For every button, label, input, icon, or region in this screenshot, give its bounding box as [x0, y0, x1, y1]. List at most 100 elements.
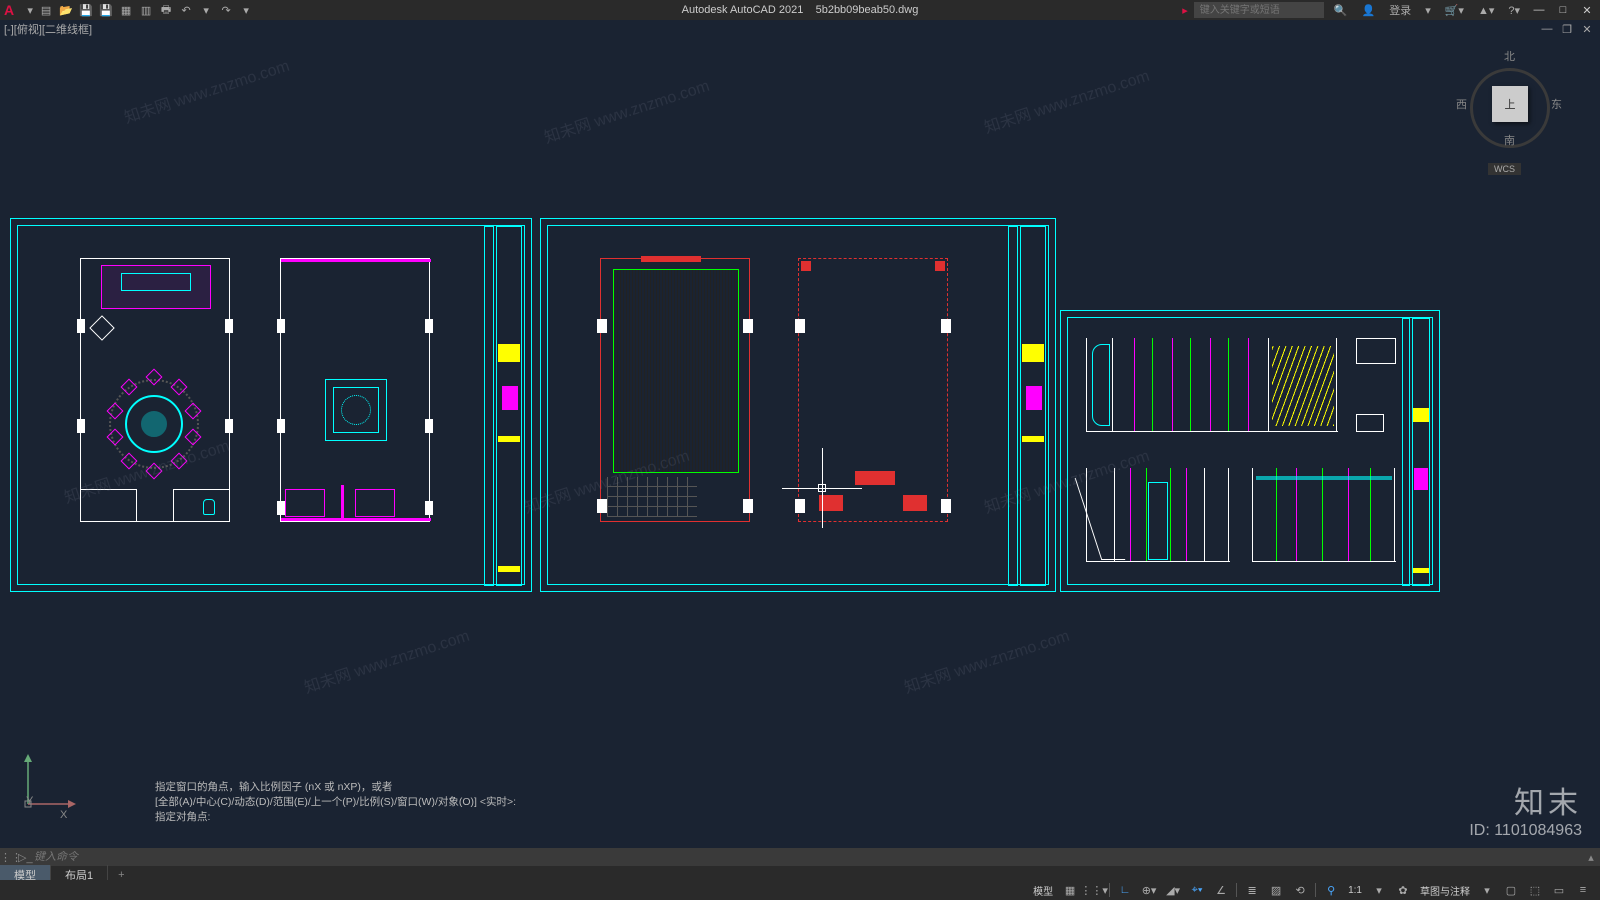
sb-scale[interactable]: 1:1 — [1344, 885, 1366, 896]
watermark-diag: 知未网 www.znzmo.com — [901, 622, 1072, 698]
minimize-icon[interactable]: — — [1530, 4, 1548, 16]
qat-dropdown[interactable]: ▾ — [22, 2, 38, 18]
gear-icon[interactable]: ✿ — [1392, 882, 1414, 898]
watermark-diag: 知未网 www.znzmo.com — [301, 622, 472, 698]
doc-restore-icon[interactable]: ❐ — [1558, 23, 1576, 36]
save-icon[interactable]: 💾 — [78, 2, 94, 18]
search-input[interactable] — [1194, 2, 1324, 18]
pillar — [597, 499, 607, 513]
otrack-icon[interactable]: ∠ — [1210, 882, 1232, 898]
floor-hatch — [613, 269, 739, 473]
bathroom — [81, 489, 137, 521]
pillar — [277, 319, 285, 333]
tb-stamp — [1026, 386, 1042, 410]
ortho-icon[interactable]: ∟ — [1114, 882, 1136, 898]
grid-icon[interactable]: ▦ — [1059, 882, 1081, 898]
unit — [355, 489, 395, 517]
saveas-icon[interactable]: 💾 — [98, 2, 114, 18]
command-line: ⋮⋮ ▷_ ▴ — [0, 848, 1600, 866]
undo-drop-icon[interactable]: ▾ — [198, 2, 214, 18]
elevation-b — [1086, 468, 1230, 562]
isodraft-icon[interactable]: ◢▾ — [1162, 882, 1184, 898]
transparency-icon[interactable]: ▨ — [1265, 882, 1287, 898]
plan4-room — [798, 258, 948, 522]
annoscale-icon[interactable]: ⚲ — [1320, 882, 1342, 898]
legend-box — [1356, 414, 1384, 432]
viewport-label[interactable]: [-][俯视][二维线框] — [4, 21, 92, 37]
pillar — [277, 419, 285, 433]
watermark-id: ID: 1101084963 — [1469, 822, 1582, 840]
sheet-2-frame — [547, 225, 1049, 585]
redo-icon[interactable]: ↷ — [218, 2, 234, 18]
pillar — [77, 419, 85, 433]
lineweight-icon[interactable]: ≣ — [1241, 882, 1263, 898]
viewcube-east[interactable]: 东 — [1551, 96, 1562, 112]
quick-access-toolbar: ▤ 📂 💾 💾 ▦ ▥ 🖶 ↶ ▾ ↷ ▾ — [38, 2, 254, 18]
pillar — [743, 499, 753, 513]
pillar — [425, 419, 433, 433]
scale-drop-icon[interactable]: ▾ — [1368, 882, 1390, 898]
login-dropdown-icon[interactable]: ▾ — [1421, 4, 1435, 17]
title-bar: A ▾ ▤ 📂 💾 💾 ▦ ▥ 🖶 ↶ ▾ ↷ ▾ Autodesk AutoC… — [0, 0, 1600, 20]
open-icon[interactable]: 📂 — [58, 2, 74, 18]
tb-label — [1022, 436, 1044, 442]
cmd-prompt-icon: ▷_ — [18, 851, 34, 864]
tb-label — [1413, 568, 1429, 573]
new-icon[interactable]: ▤ — [38, 2, 54, 18]
monitor-icon[interactable]: ▢ — [1500, 882, 1522, 898]
elevation-a — [1086, 338, 1338, 432]
viewcube[interactable]: 北 上 西 东 南 WCS — [1460, 48, 1560, 168]
ceiling-medallion — [341, 395, 371, 425]
app-logo: A — [4, 2, 14, 18]
customize-icon[interactable]: ≡ — [1572, 882, 1594, 898]
viewcube-south[interactable]: 南 — [1504, 132, 1515, 148]
toilet — [203, 499, 215, 515]
viewport-control-row: [-][俯视][二维线框] — ❐ ✕ — [0, 20, 1600, 38]
doc-minimize-icon[interactable]: — — [1538, 23, 1556, 36]
polar-icon[interactable]: ⊕▾ — [1138, 882, 1160, 898]
ucs-icon[interactable]: Y X — [20, 752, 80, 815]
hw-icon[interactable]: ⬚ — [1524, 882, 1546, 898]
maximize-icon[interactable]: □ — [1554, 4, 1572, 16]
grid-drop-icon[interactable]: ⋮⋮▾ — [1083, 882, 1105, 898]
drawing-canvas[interactable]: 北 上 西 东 南 WCS — [0, 38, 1600, 825]
help-icon[interactable]: ?▾ — [1504, 4, 1524, 17]
redo-drop-icon[interactable]: ▾ — [238, 2, 254, 18]
app-menu-icon[interactable]: ▲▾ — [1474, 4, 1498, 17]
user-icon[interactable]: 👤 — [1357, 4, 1379, 17]
undo-icon[interactable]: ↶ — [178, 2, 194, 18]
sb-model[interactable]: 模型 — [1029, 883, 1057, 898]
cycling-icon[interactable]: ⟲ — [1289, 882, 1311, 898]
side-table — [89, 315, 114, 340]
clean-icon[interactable]: ▭ — [1548, 882, 1570, 898]
ws-drop-icon[interactable]: ▾ — [1476, 882, 1498, 898]
viewcube-wcs[interactable]: WCS — [1488, 163, 1521, 175]
doc-close-icon[interactable]: ✕ — [1578, 23, 1596, 36]
legend-box — [1356, 338, 1396, 364]
search-icon[interactable]: 🔍 — [1330, 4, 1352, 17]
sb-workspace[interactable]: 草图与注释 — [1416, 883, 1474, 898]
osnap-icon[interactable]: ⌖▾ — [1186, 882, 1208, 898]
command-input[interactable] — [34, 851, 1582, 863]
print-icon[interactable]: 🖶 — [158, 2, 174, 18]
plot-icon[interactable]: ▥ — [138, 2, 154, 18]
pillar — [795, 499, 805, 513]
cart-icon[interactable]: 🛒▾ — [1441, 4, 1468, 17]
cmd-menu-icon[interactable]: ▴ — [1582, 851, 1600, 864]
title-text: Autodesk AutoCAD 2021 5b2bb09beab50.dwg — [682, 4, 919, 16]
web-icon[interactable]: ▦ — [118, 2, 134, 18]
duct — [903, 495, 927, 511]
tb-label — [498, 344, 520, 362]
status-bar: 模型 ▦ ⋮⋮▾ ∟ ⊕▾ ◢▾ ⌖▾ ∠ ≣ ▨ ⟲ ⚲ 1:1 ▾ ✿ 草图… — [0, 880, 1600, 900]
viewcube-west[interactable]: 西 — [1456, 96, 1467, 112]
viewcube-north[interactable]: 北 — [1504, 48, 1515, 64]
sheet-3-frame — [1067, 317, 1433, 585]
close-icon[interactable]: ✕ — [1578, 4, 1596, 17]
tb-stamp — [502, 386, 518, 410]
cmd-handle-icon[interactable]: ⋮⋮ — [0, 851, 18, 864]
titleblock-2 — [1006, 226, 1046, 586]
viewcube-top-face[interactable]: 上 — [1492, 86, 1528, 122]
sheet-2 — [540, 218, 1056, 592]
login-button[interactable]: 登录 — [1385, 2, 1415, 18]
tb-label — [1413, 408, 1429, 422]
